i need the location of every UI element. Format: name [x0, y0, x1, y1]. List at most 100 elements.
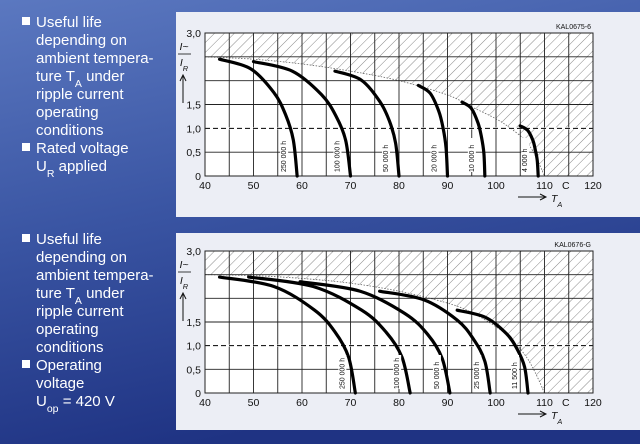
x-unit: C	[562, 397, 570, 409]
note-line: ripple current	[36, 86, 124, 103]
subscript: R	[183, 282, 189, 291]
x-tick-label: 70	[345, 180, 357, 192]
curve-label-bg	[511, 355, 520, 389]
text-segment: depending on	[36, 32, 127, 49]
y-tick-label: 0	[195, 171, 201, 183]
subscript: A	[556, 200, 562, 209]
x-tick-label: 90	[442, 397, 454, 409]
curve-label-bg	[280, 138, 289, 172]
note-line: Operating	[36, 357, 102, 374]
x-arrow	[518, 193, 548, 201]
life-curve	[217, 275, 357, 395]
subscript: A	[556, 417, 562, 426]
note-line: ambient tempera-	[36, 50, 154, 67]
x-tick-label: 50	[248, 180, 260, 192]
curve-label: 4 000 h	[522, 149, 529, 172]
text-segment: voltage	[36, 375, 84, 392]
y-tick-label: 0,5	[186, 364, 201, 376]
chart: 40 50 60 70 80 90 100 110 120 0 0,5 1,0 1,5 3,0 C I~ IR T…	[178, 242, 602, 426]
curve-label: 250 000 h	[339, 358, 346, 389]
text-segment: I	[180, 57, 183, 69]
chart-code: KAL0676-G	[554, 242, 591, 249]
curve-label: 250 000 h	[281, 141, 288, 172]
x-tick-label: 120	[584, 180, 602, 192]
note-line: voltage	[36, 375, 84, 392]
text-segment: Useful life	[36, 14, 102, 31]
x-tick-label: 120	[584, 397, 602, 409]
life-curve	[460, 100, 487, 178]
note-line: UR applied	[36, 158, 107, 180]
text-segment: operating	[36, 321, 99, 338]
bullet-square	[22, 143, 30, 151]
curve-label-bg	[467, 138, 476, 172]
subscript: op	[47, 403, 59, 415]
curve-label: 100 000 h	[335, 141, 342, 172]
curve-label: 50 000 h	[383, 145, 390, 172]
x-tick-label: 60	[296, 180, 308, 192]
subscript: R	[47, 168, 55, 180]
x-tick-label: 100	[487, 180, 505, 192]
bullet-square	[22, 234, 30, 242]
x-unit: C	[562, 180, 570, 192]
life-curve	[455, 308, 530, 395]
note-line: Uop = 420 V	[36, 393, 115, 415]
note-line: operating	[36, 104, 99, 121]
text-segment: conditions	[36, 122, 104, 139]
text-segment: conditions	[36, 339, 104, 356]
text-segment: applied	[54, 158, 107, 175]
life-curve	[416, 83, 450, 178]
x-tick-label: 110	[536, 180, 553, 192]
life-curve	[247, 275, 412, 395]
y-tick-label: 0,5	[186, 147, 201, 159]
curve-label-bg	[473, 355, 482, 389]
curve-label-bg	[521, 138, 530, 172]
curve-label-bg	[393, 355, 402, 389]
bullet-square	[22, 17, 30, 25]
life-curve	[333, 69, 401, 178]
note-line: Useful life	[36, 231, 102, 248]
y-tick-label: 1,0	[186, 341, 201, 353]
text-segment: operating	[36, 104, 99, 121]
y-tick-label: 1,5	[186, 317, 201, 329]
text-segment: under	[82, 285, 125, 302]
x-tick-label: 80	[393, 397, 405, 409]
life-curve	[378, 289, 492, 395]
life-curve	[518, 124, 540, 178]
text-segment: ture T	[36, 285, 75, 302]
text-segment: I	[180, 275, 183, 287]
subscript: A	[75, 78, 82, 90]
y-tick-label: 1,5	[186, 100, 201, 112]
x-tick-label: 40	[199, 397, 211, 409]
text-segment: U	[36, 158, 47, 175]
y-label-numerator: I~	[179, 41, 188, 53]
curve-label: 100 000 h	[394, 358, 401, 389]
note-line: conditions	[36, 122, 104, 139]
limit-line	[204, 274, 545, 394]
y-tick-label: 3,0	[186, 246, 201, 258]
note-line: operating	[36, 321, 99, 338]
text-segment: Useful life	[36, 231, 102, 248]
y-arrow	[179, 73, 187, 103]
note-line: conditions	[36, 339, 104, 356]
bullet-square	[22, 360, 30, 368]
x-tick-label: 100	[487, 397, 505, 409]
note-line: Rated voltage	[36, 140, 129, 157]
x-tick-label: 70	[345, 397, 357, 409]
y-tick-label: 0	[195, 388, 201, 400]
x-tick-label: 50	[248, 397, 260, 409]
x-label: TA	[551, 410, 562, 426]
x-label: TA	[551, 193, 562, 209]
x-tick-label: 90	[442, 180, 454, 192]
text-segment: U	[36, 393, 47, 410]
chart: 40 50 60 70 80 90 100 110 120 0 0,5 1,0 1,5 3,0 C I~ IR T…	[178, 24, 602, 209]
text-segment: depending on	[36, 249, 127, 266]
text-segment: ripple current	[36, 303, 124, 320]
curve-label-bg	[430, 138, 439, 172]
life-curve	[298, 280, 452, 395]
curve-label-bg	[432, 355, 441, 389]
text-segment: ture T	[36, 68, 75, 85]
x-tick-label: 40	[199, 180, 211, 192]
curve-label-bg	[333, 138, 342, 172]
x-tick-label: 80	[393, 180, 405, 192]
